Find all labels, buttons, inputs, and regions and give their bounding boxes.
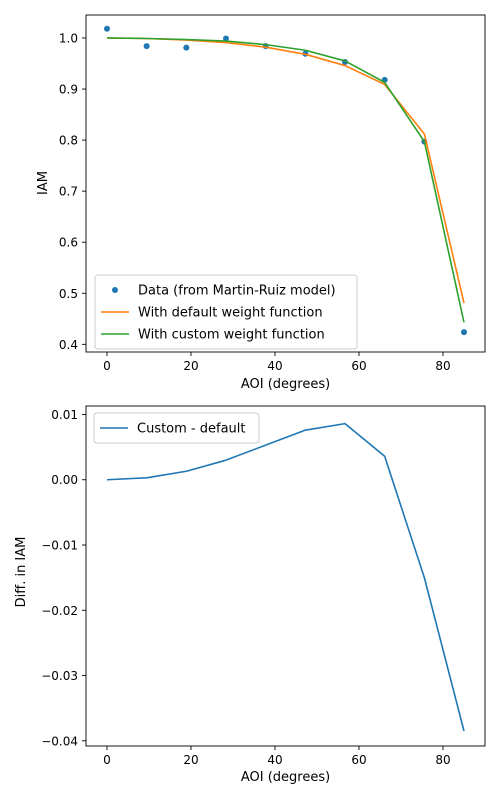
y-tick-label: 0.4 (59, 338, 78, 352)
legend-label: With custom weight function (138, 328, 325, 343)
y-tick-label: 0.9 (59, 83, 78, 97)
legend-label: Data (from Martin-Ruiz model) (138, 284, 336, 299)
y-tick-label: 0.8 (59, 134, 78, 148)
data-point (143, 43, 150, 50)
x-tick-label: 60 (351, 753, 366, 767)
y-tick-label: −0.03 (41, 669, 78, 683)
x-tick-label: 40 (267, 359, 282, 373)
y-tick-label: −0.01 (41, 539, 78, 553)
diff-chart: AOI (degrees) Diff. in IAM 0 20 40 60 80 −0.0… (14, 405, 486, 785)
chart2-ylabel: Diff. in IAM (14, 537, 29, 608)
legend-marker (112, 287, 118, 293)
data-point (183, 44, 190, 51)
x-tick-label: 40 (267, 753, 282, 767)
series-line (106, 37, 465, 323)
y-tick-label: −0.04 (41, 734, 78, 748)
chart2-xlabel: AOI (degrees) (241, 770, 330, 785)
x-tick-label: 80 (435, 753, 450, 767)
y-tick-label: 0.01 (51, 408, 78, 422)
x-tick-label: 60 (351, 359, 366, 373)
x-tick-label: 0 (103, 359, 111, 373)
x-tick-label: 20 (183, 753, 198, 767)
y-tick-label: 0.00 (51, 473, 78, 487)
legend-label: With default weight function (138, 306, 323, 321)
y-tick-label: −0.02 (41, 604, 78, 618)
data-point (222, 35, 229, 42)
y-tick-label: 0.5 (59, 287, 78, 301)
legend-label: Custom - default (137, 422, 246, 437)
x-tick-label: 80 (435, 359, 450, 373)
y-tick-label: 1.0 (59, 31, 78, 45)
iam-chart: AOI (degrees) IAM 0 20 40 60 80 0.4 0.5 0.6 0.7 0… (36, 14, 486, 392)
data-point (461, 329, 467, 336)
y-tick-label: 0.7 (59, 185, 78, 199)
y-tick-label: 0.6 (59, 236, 78, 250)
x-tick-label: 0 (103, 753, 111, 767)
series-line (106, 422, 465, 732)
chart1-xlabel: AOI (degrees) (241, 377, 330, 392)
chart1-ylabel: IAM (36, 171, 51, 195)
x-tick-label: 20 (183, 359, 198, 373)
legend-box (93, 412, 260, 444)
plot-frame (85, 405, 486, 747)
legend-box (94, 274, 358, 350)
plot-frame (85, 14, 486, 353)
data-point (104, 25, 110, 32)
